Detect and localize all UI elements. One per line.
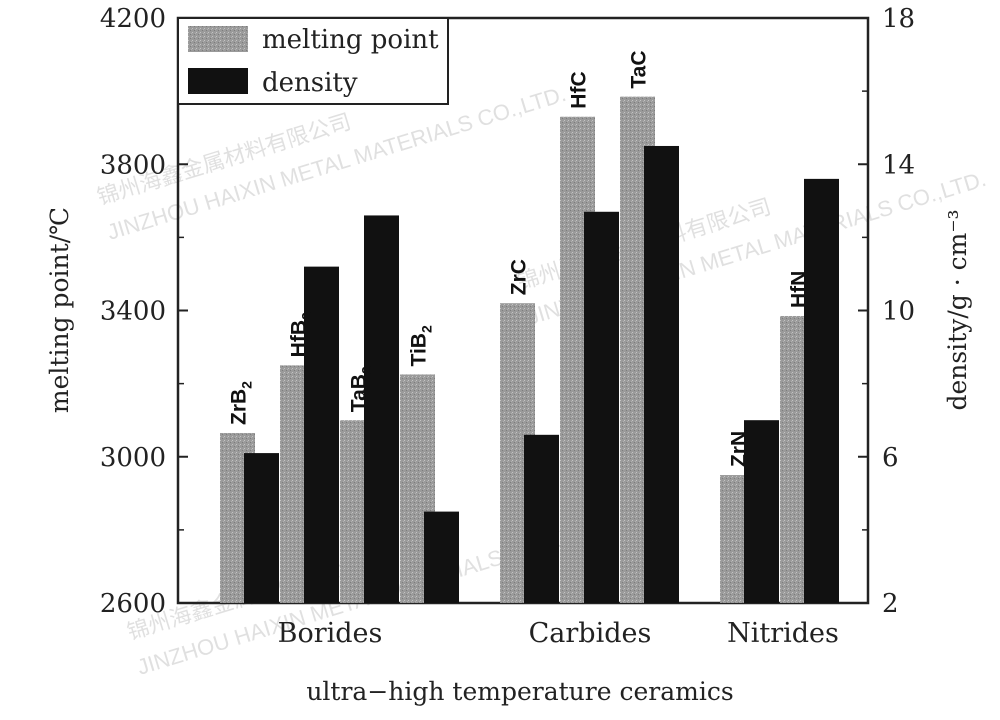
material-label-zrb2: ZrB2 [228, 381, 255, 425]
bar-density-tib2 [424, 511, 459, 603]
material-label-hfb2: HfB2 [288, 312, 315, 357]
x-axis-title: ultra−high temperature ceramics [306, 677, 733, 706]
material-label-tac: TaC [628, 50, 651, 88]
y-axis-title-left: melting point/℃ [45, 207, 74, 413]
right-axis-ticks: 2 6 10 14 18 [858, 4, 915, 619]
left-tick-label: 2600 [100, 589, 166, 619]
y-axis-title-right: density/g · cm⁻³ [943, 209, 972, 410]
material-label-hfc: HfC [568, 71, 591, 108]
category-labels: Borides Carbides Nitrides [278, 618, 839, 649]
bar-density-hfb2 [304, 266, 339, 603]
legend-swatch-density [188, 68, 248, 94]
bar-density-zrb2 [244, 453, 279, 603]
category-label-nitrides: Nitrides [727, 618, 839, 649]
left-tick-label: 3000 [100, 443, 166, 473]
bar-density-tab2 [364, 215, 399, 603]
bar-density-tac [644, 145, 679, 603]
left-tick-label: 3400 [100, 297, 166, 327]
right-tick-label: 6 [882, 443, 899, 473]
legend-label-melting-point: melting point [262, 25, 439, 55]
material-label-zrn: ZrN [728, 431, 751, 467]
bar-density-zrc [524, 434, 559, 603]
bar-density-hfn [804, 178, 839, 603]
category-label-carbides: Carbides [529, 618, 652, 649]
material-label-hfn: HfN [788, 271, 811, 308]
bar-density-hfc [584, 211, 619, 603]
legend-label-density: density [262, 68, 358, 98]
category-label-borides: Borides [278, 618, 383, 649]
material-label-tab2: TaB2 [348, 366, 375, 412]
right-tick-label: 10 [882, 297, 915, 327]
bar-density-zrn [744, 420, 779, 603]
left-tick-label: 4200 [100, 4, 166, 34]
left-tick-label: 3800 [100, 150, 166, 180]
legend: melting point density [177, 17, 449, 105]
right-tick-label: 2 [882, 589, 899, 619]
bar-labels: ZrB2 HfB2 TaB2 TiB2 ZrC HfC TaC ZrN HfN [228, 50, 811, 467]
right-tick-label: 14 [882, 150, 915, 180]
bars [220, 96, 839, 603]
right-tick-label: 18 [882, 4, 915, 34]
legend-swatch-melting-point [188, 26, 248, 52]
material-label-tib2: TiB2 [408, 325, 435, 366]
material-label-zrc: ZrC [508, 259, 531, 295]
left-axis-ticks: 2600 3000 3400 3800 4200 [100, 4, 188, 619]
